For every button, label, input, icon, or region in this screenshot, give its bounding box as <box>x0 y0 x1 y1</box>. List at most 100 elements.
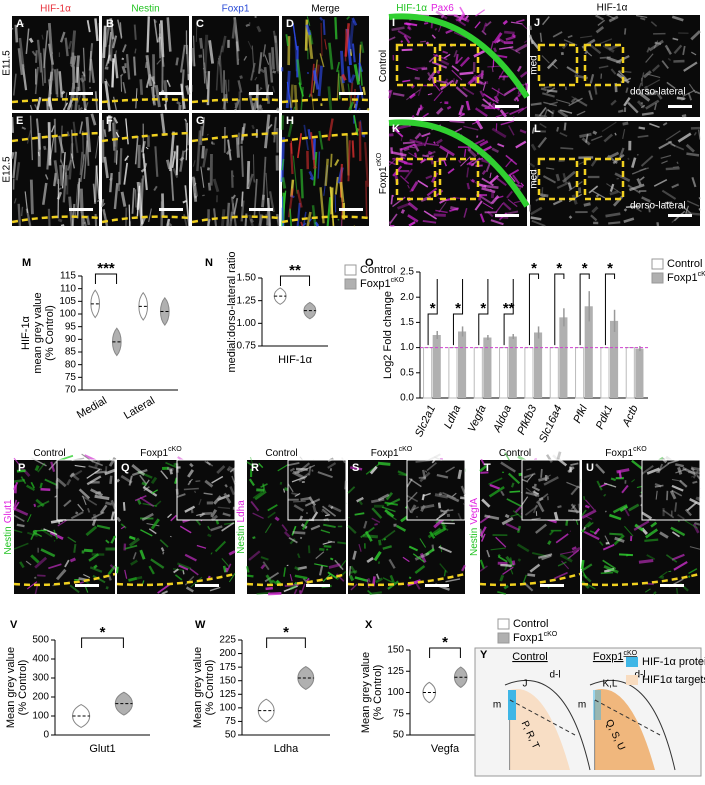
texture <box>631 157 637 169</box>
texture <box>552 63 558 70</box>
texture <box>81 71 86 77</box>
texture <box>677 132 692 143</box>
panel-letter: H <box>286 115 294 127</box>
texture <box>609 190 619 196</box>
texture <box>408 545 419 552</box>
texture <box>396 524 407 532</box>
texture <box>302 577 310 586</box>
texture <box>400 40 404 43</box>
texture <box>386 512 397 521</box>
texture <box>610 68 617 75</box>
texture <box>510 21 523 25</box>
texture <box>35 50 38 63</box>
texture <box>118 148 123 185</box>
texture <box>88 50 92 83</box>
texture <box>377 493 390 502</box>
texture <box>515 96 520 102</box>
texture <box>694 522 701 526</box>
texture <box>13 198 17 204</box>
texture <box>58 135 65 154</box>
texture <box>542 474 551 480</box>
texture <box>24 191 29 213</box>
marker-label: NestinLdha <box>236 500 247 554</box>
texture <box>474 107 488 118</box>
texture <box>109 564 116 570</box>
panel-header-base: Foxp1 <box>371 448 399 459</box>
texture <box>446 105 452 110</box>
texture <box>206 71 211 106</box>
texture <box>456 56 463 64</box>
texture <box>176 100 181 106</box>
texture <box>179 525 192 534</box>
texture <box>339 76 346 95</box>
texture <box>220 35 227 53</box>
boundary <box>347 572 466 587</box>
texture <box>289 574 293 582</box>
texture <box>480 533 486 542</box>
texture <box>499 574 505 582</box>
boundary <box>281 131 370 143</box>
texture <box>414 76 420 80</box>
sig-bracket <box>528 273 540 346</box>
texture <box>530 206 543 216</box>
scale-bar <box>668 214 692 217</box>
legend-label: Foxp1cKO <box>360 277 405 290</box>
boundary <box>101 98 190 104</box>
boundary <box>116 572 236 587</box>
texture <box>509 565 514 575</box>
texture <box>322 19 326 36</box>
texture <box>215 60 220 91</box>
texture <box>540 468 543 478</box>
texture <box>256 591 271 595</box>
texture <box>581 509 587 517</box>
texture <box>455 14 466 22</box>
roi-box <box>438 43 480 87</box>
sig-bracket <box>427 279 438 346</box>
texture <box>221 522 235 532</box>
texture <box>283 567 287 577</box>
texture <box>26 581 38 590</box>
x-tick-label: Lateral <box>122 395 157 422</box>
texture <box>649 122 660 129</box>
texture <box>590 189 606 199</box>
texture <box>287 483 294 493</box>
texture <box>254 490 267 501</box>
texture <box>347 140 351 182</box>
texture <box>25 28 30 55</box>
texture <box>153 185 158 192</box>
significance: * <box>100 624 106 641</box>
panel-header: HIF-1α <box>597 3 628 14</box>
texture <box>671 489 683 497</box>
texture <box>412 506 419 511</box>
y-tick-label: 85 <box>65 347 77 358</box>
panel-letter: B <box>106 18 114 30</box>
texture <box>258 52 263 74</box>
texture <box>568 97 583 107</box>
texture <box>94 470 107 474</box>
texture <box>601 121 617 132</box>
texture <box>203 34 209 72</box>
texture <box>29 104 33 111</box>
texture <box>77 503 85 512</box>
texture <box>411 114 415 119</box>
texture <box>248 92 255 111</box>
texture <box>676 96 685 101</box>
texture <box>403 22 411 26</box>
x-tick-label: Pfkfb3 <box>515 403 539 437</box>
target-zone <box>595 689 655 770</box>
texture <box>511 560 516 566</box>
texture <box>296 202 301 227</box>
texture <box>435 79 448 84</box>
header-part: HIF-1α <box>396 3 427 14</box>
texture <box>671 484 684 492</box>
panel-header-sup: cKO <box>168 446 182 453</box>
texture <box>246 161 251 190</box>
texture <box>459 6 466 16</box>
texture <box>183 487 199 491</box>
texture <box>356 496 364 503</box>
texture <box>257 87 262 93</box>
texture <box>497 143 505 148</box>
scale-bar <box>69 208 93 211</box>
texture <box>358 107 361 111</box>
row-label-sup: cKO <box>376 152 383 166</box>
